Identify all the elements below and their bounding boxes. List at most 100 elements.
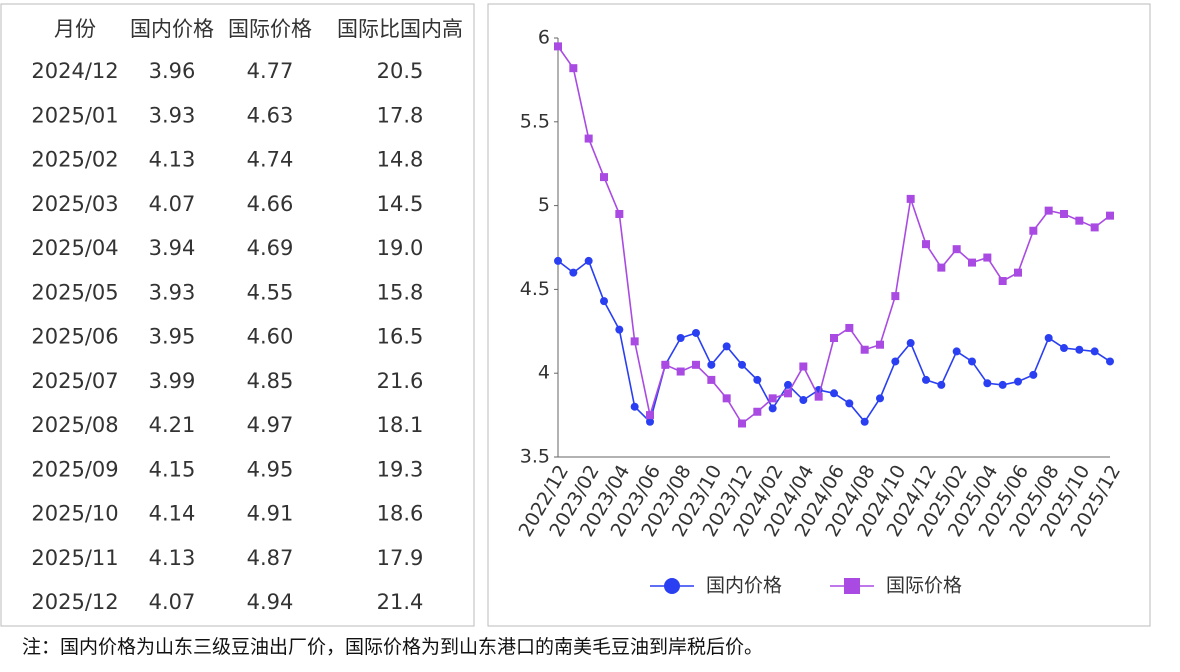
point [1014, 268, 1022, 277]
table-cell: 4.07 [149, 192, 196, 216]
point [845, 399, 854, 408]
table-cell: 2025/04 [31, 236, 118, 260]
chart-panel [487, 3, 1151, 627]
point [860, 345, 869, 354]
table-cell: 4.97 [247, 413, 294, 437]
point [799, 362, 808, 371]
table-cell: 4.69 [247, 236, 294, 260]
legend-marker [664, 578, 680, 594]
point [814, 392, 823, 401]
point [753, 375, 762, 384]
point [738, 419, 746, 428]
table-cell: 2024/12 [31, 59, 118, 83]
point [1090, 223, 1099, 232]
table-cell: 2025/06 [31, 325, 118, 349]
point [1060, 209, 1068, 218]
table-cell: 4.14 [149, 502, 196, 526]
point [584, 134, 593, 143]
table-cell: 4.55 [247, 280, 294, 304]
point [922, 240, 930, 249]
point [968, 357, 976, 366]
point [722, 342, 731, 351]
point [554, 42, 562, 51]
legend-label: 国际价格 [886, 575, 962, 597]
point [646, 417, 654, 426]
point [906, 339, 915, 348]
table-cell: 4.77 [247, 59, 294, 83]
table-header: 国际比国内高 [337, 17, 463, 41]
table-cell: 16.5 [377, 325, 424, 349]
footnote: 注：国内价格为山东三级豆油出厂价，国际价格为到山东港口的南美毛豆油到岸税后价。 [22, 636, 763, 658]
point [569, 64, 578, 73]
point [998, 277, 1007, 286]
table-cell: 4.13 [149, 148, 196, 172]
table-cell: 3.95 [149, 325, 196, 349]
point [1014, 377, 1022, 386]
point [615, 209, 624, 218]
point [891, 357, 900, 366]
point [768, 404, 777, 413]
point [1029, 226, 1038, 235]
table-cell: 4.95 [247, 457, 294, 481]
y-tick-label: 5.5 [520, 110, 550, 132]
point [906, 194, 915, 203]
point [676, 334, 685, 343]
table-cell: 18.6 [377, 502, 424, 526]
table-cell: 4.91 [247, 502, 294, 526]
table-cell: 3.99 [149, 369, 196, 393]
table-panel [0, 3, 475, 627]
table-cell: 14.8 [377, 148, 424, 172]
table-cell: 4.63 [247, 103, 294, 127]
point [952, 245, 961, 254]
point [983, 253, 992, 262]
y-tick-label: 5 [538, 194, 550, 216]
point [722, 394, 731, 403]
table-header: 国际价格 [228, 17, 312, 41]
point [1029, 370, 1038, 379]
point [738, 360, 746, 369]
point [615, 325, 624, 334]
point [799, 396, 808, 405]
point [646, 411, 654, 420]
point [983, 379, 992, 388]
table-cell: 2025/02 [31, 148, 118, 172]
point [830, 334, 838, 343]
point [676, 367, 685, 376]
table-header: 月份 [54, 17, 96, 41]
table-cell: 4.07 [149, 590, 196, 614]
point [1044, 334, 1053, 343]
table-cell: 21.4 [377, 590, 424, 614]
legend-label: 国内价格 [706, 575, 782, 597]
table-cell: 2025/09 [31, 457, 118, 481]
point [600, 297, 608, 306]
point [937, 380, 946, 389]
point [692, 360, 700, 369]
point [1075, 216, 1084, 225]
point [569, 268, 578, 277]
table-cell: 2025/10 [31, 502, 118, 526]
table-cell: 18.1 [377, 413, 424, 437]
table-cell: 3.93 [149, 103, 196, 127]
point [1044, 206, 1053, 215]
table-cell: 2025/01 [31, 103, 118, 127]
point [860, 417, 869, 426]
y-tick-label: 4.5 [520, 278, 550, 300]
point [952, 347, 961, 356]
table-cell: 3.93 [149, 280, 196, 304]
point [784, 389, 792, 398]
point [661, 360, 670, 369]
point [876, 340, 884, 349]
point [554, 256, 562, 265]
table-cell: 14.5 [377, 192, 424, 216]
point [630, 402, 639, 411]
point [876, 394, 884, 403]
table-cell: 2025/07 [31, 369, 118, 393]
table-cell: 2025/11 [31, 546, 118, 570]
legend-marker [844, 578, 860, 594]
point [707, 375, 716, 384]
table-cell: 4.21 [149, 413, 196, 437]
table-cell: 4.60 [247, 325, 294, 349]
table-cell: 2025/03 [31, 192, 118, 216]
point [937, 263, 946, 272]
